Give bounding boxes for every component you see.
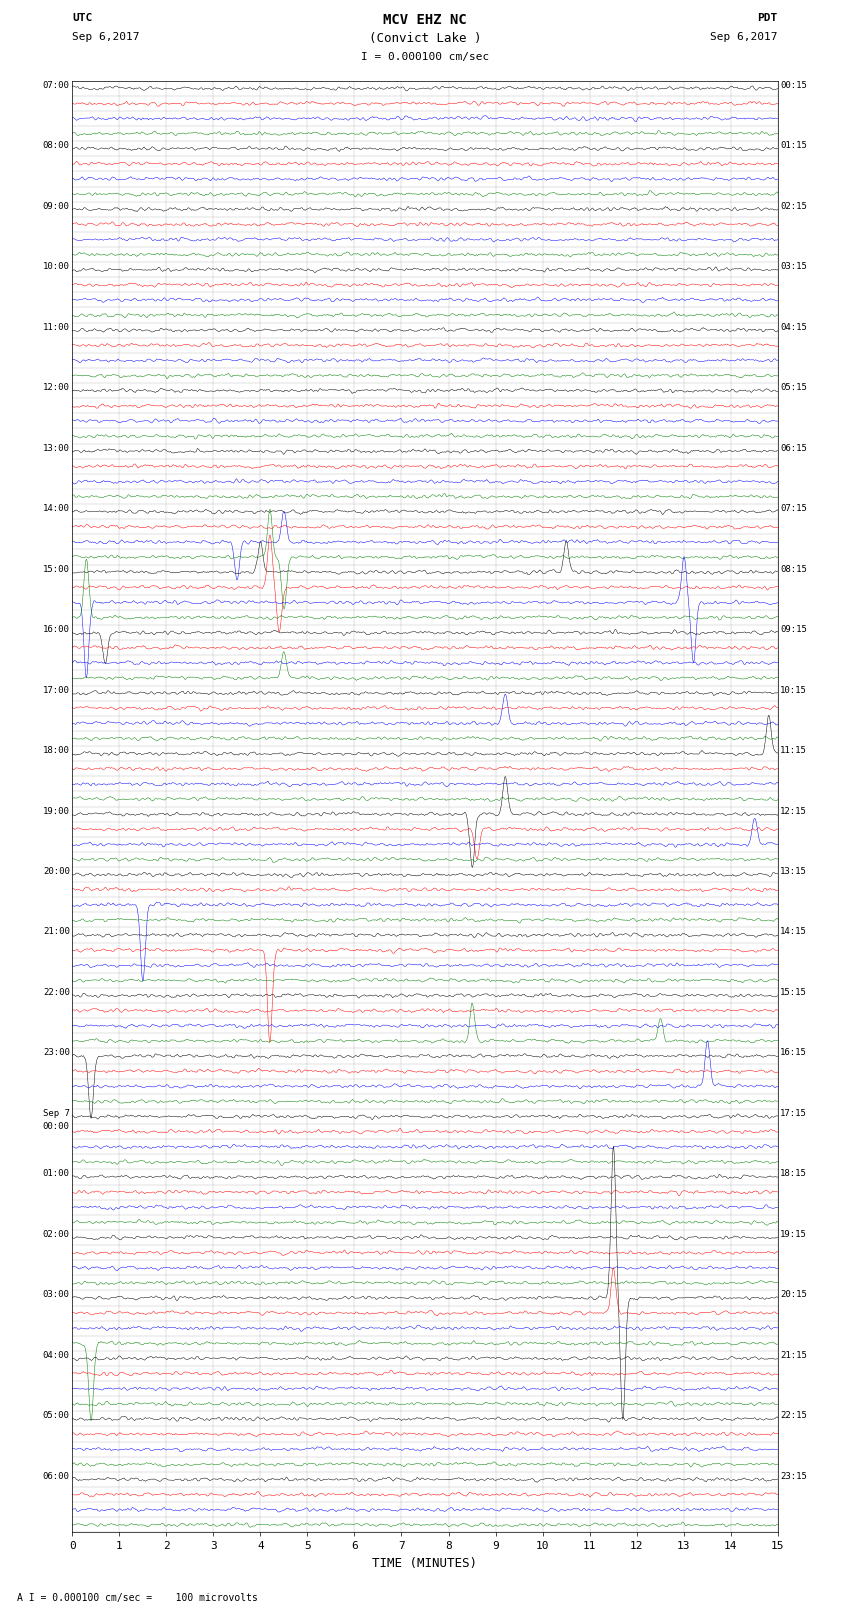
Text: 22:15: 22:15 xyxy=(780,1411,808,1421)
Text: MCV EHZ NC: MCV EHZ NC xyxy=(383,13,467,27)
Text: Sep 7: Sep 7 xyxy=(42,1110,70,1118)
Text: UTC: UTC xyxy=(72,13,93,23)
Text: 09:00: 09:00 xyxy=(42,202,70,211)
Text: 20:15: 20:15 xyxy=(780,1290,808,1300)
Text: 05:00: 05:00 xyxy=(42,1411,70,1421)
Text: 20:00: 20:00 xyxy=(42,868,70,876)
Text: 21:15: 21:15 xyxy=(780,1352,808,1360)
Text: 15:15: 15:15 xyxy=(780,987,808,997)
Text: 00:00: 00:00 xyxy=(42,1123,70,1131)
Text: 19:00: 19:00 xyxy=(42,806,70,816)
Text: 01:00: 01:00 xyxy=(42,1169,70,1179)
Text: 12:15: 12:15 xyxy=(780,806,808,816)
Text: Sep 6,2017: Sep 6,2017 xyxy=(72,32,139,42)
Text: 02:00: 02:00 xyxy=(42,1231,70,1239)
Text: 19:15: 19:15 xyxy=(780,1231,808,1239)
Text: 10:15: 10:15 xyxy=(780,686,808,695)
Text: 07:15: 07:15 xyxy=(780,503,808,513)
Text: 06:00: 06:00 xyxy=(42,1471,70,1481)
Text: A I = 0.000100 cm/sec =    100 microvolts: A I = 0.000100 cm/sec = 100 microvolts xyxy=(17,1594,258,1603)
Text: PDT: PDT xyxy=(757,13,778,23)
Text: 04:00: 04:00 xyxy=(42,1352,70,1360)
Text: 21:00: 21:00 xyxy=(42,927,70,937)
Text: 08:00: 08:00 xyxy=(42,142,70,150)
Text: 02:15: 02:15 xyxy=(780,202,808,211)
Text: 03:00: 03:00 xyxy=(42,1290,70,1300)
Text: 23:00: 23:00 xyxy=(42,1048,70,1058)
Text: 14:00: 14:00 xyxy=(42,503,70,513)
Text: 23:15: 23:15 xyxy=(780,1471,808,1481)
Text: 18:15: 18:15 xyxy=(780,1169,808,1179)
X-axis label: TIME (MINUTES): TIME (MINUTES) xyxy=(372,1557,478,1569)
Text: 13:00: 13:00 xyxy=(42,444,70,453)
Text: 04:15: 04:15 xyxy=(780,323,808,332)
Text: 17:15: 17:15 xyxy=(780,1110,808,1118)
Text: 07:00: 07:00 xyxy=(42,81,70,90)
Text: 22:00: 22:00 xyxy=(42,987,70,997)
Text: 12:00: 12:00 xyxy=(42,384,70,392)
Text: 16:00: 16:00 xyxy=(42,624,70,634)
Text: 18:00: 18:00 xyxy=(42,745,70,755)
Text: I = 0.000100 cm/sec: I = 0.000100 cm/sec xyxy=(361,52,489,61)
Text: 10:00: 10:00 xyxy=(42,263,70,271)
Text: 14:15: 14:15 xyxy=(780,927,808,937)
Text: 05:15: 05:15 xyxy=(780,384,808,392)
Text: 03:15: 03:15 xyxy=(780,263,808,271)
Text: 09:15: 09:15 xyxy=(780,624,808,634)
Text: 17:00: 17:00 xyxy=(42,686,70,695)
Text: 15:00: 15:00 xyxy=(42,565,70,574)
Text: 13:15: 13:15 xyxy=(780,868,808,876)
Text: Sep 6,2017: Sep 6,2017 xyxy=(711,32,778,42)
Text: 11:00: 11:00 xyxy=(42,323,70,332)
Text: 16:15: 16:15 xyxy=(780,1048,808,1058)
Text: 01:15: 01:15 xyxy=(780,142,808,150)
Text: 11:15: 11:15 xyxy=(780,745,808,755)
Text: 00:15: 00:15 xyxy=(780,81,808,90)
Text: 06:15: 06:15 xyxy=(780,444,808,453)
Text: (Convict Lake ): (Convict Lake ) xyxy=(369,32,481,45)
Text: 08:15: 08:15 xyxy=(780,565,808,574)
